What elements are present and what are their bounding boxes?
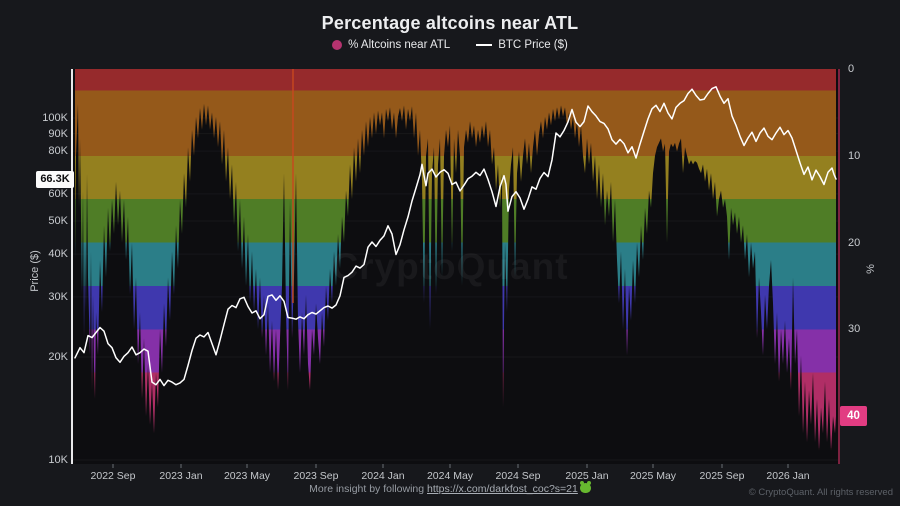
altcoin-series-dot-icon [332,40,343,50]
footer-prefix: More insight by following [309,483,427,495]
legend-item-btc[interactable]: BTC Price ($) [476,39,568,51]
left-tick-100K: 100K [42,112,68,124]
x-tick-2026-Jan: 2026 Jan [766,470,810,482]
x-tick-2025-Jan: 2025 Jan [565,470,609,482]
legend-btc-label: BTC Price ($) [498,39,568,51]
x-tick-2025-Sep: 2025 Sep [699,470,745,482]
x-tick-2022-Sep: 2022 Sep [90,470,136,482]
left-tick-90K: 90K [48,127,68,140]
legend: % Altcoins near ATL BTC Price ($) [0,39,900,51]
x-tick-2024-May: 2024 May [426,470,474,482]
left-tick-80K: 80K [48,145,68,158]
x-tick-2023-Sep: 2023 Sep [293,470,339,482]
right-tick-30: 30 [848,323,861,336]
left-tick-10K: 10K [48,454,68,466]
altcoin-current-pct-badge: 40 [840,406,867,427]
x-tick-2023-May: 2023 May [223,470,271,482]
altcoin-pct-area [75,69,836,451]
left-tick-30K: 30K [48,290,68,303]
x-tick-2025-May: 2025 May [629,470,677,482]
legend-item-altcoins[interactable]: % Altcoins near ATL [332,39,450,51]
btc-price-line [74,86,837,387]
right-axis-title: % [864,264,877,274]
btc-line-icon [476,44,493,46]
footer-link[interactable]: https://x.com/darkfost_coc?s=21 [427,483,578,495]
left-tick-60K: 60K [48,187,68,200]
left-tick-40K: 40K [48,248,68,261]
copyright-text: © CryptoQuant. All rights reserved [748,487,893,498]
btc-current-price-badge: 66.3K [36,170,74,188]
right-tick-10: 10 [848,149,861,162]
left-tick-20K: 20K [48,351,68,364]
x-tick-2024-Sep: 2024 Sep [495,470,541,482]
right-tick-0: 0 [848,63,855,75]
left-tick-50K: 50K [48,214,68,227]
legend-altcoin-label: % Altcoins near ATL [348,39,451,51]
frog-emoji-icon [579,481,591,493]
footer-note: More insight by following https://x.com/… [0,481,900,495]
x-tick-2023-Jan: 2023 Jan [159,470,203,482]
x-tick-2024-Jan: 2024 Jan [361,470,405,482]
right-tick-20: 20 [848,236,861,249]
page-title: Percentage altcoins near ATL [321,13,579,33]
